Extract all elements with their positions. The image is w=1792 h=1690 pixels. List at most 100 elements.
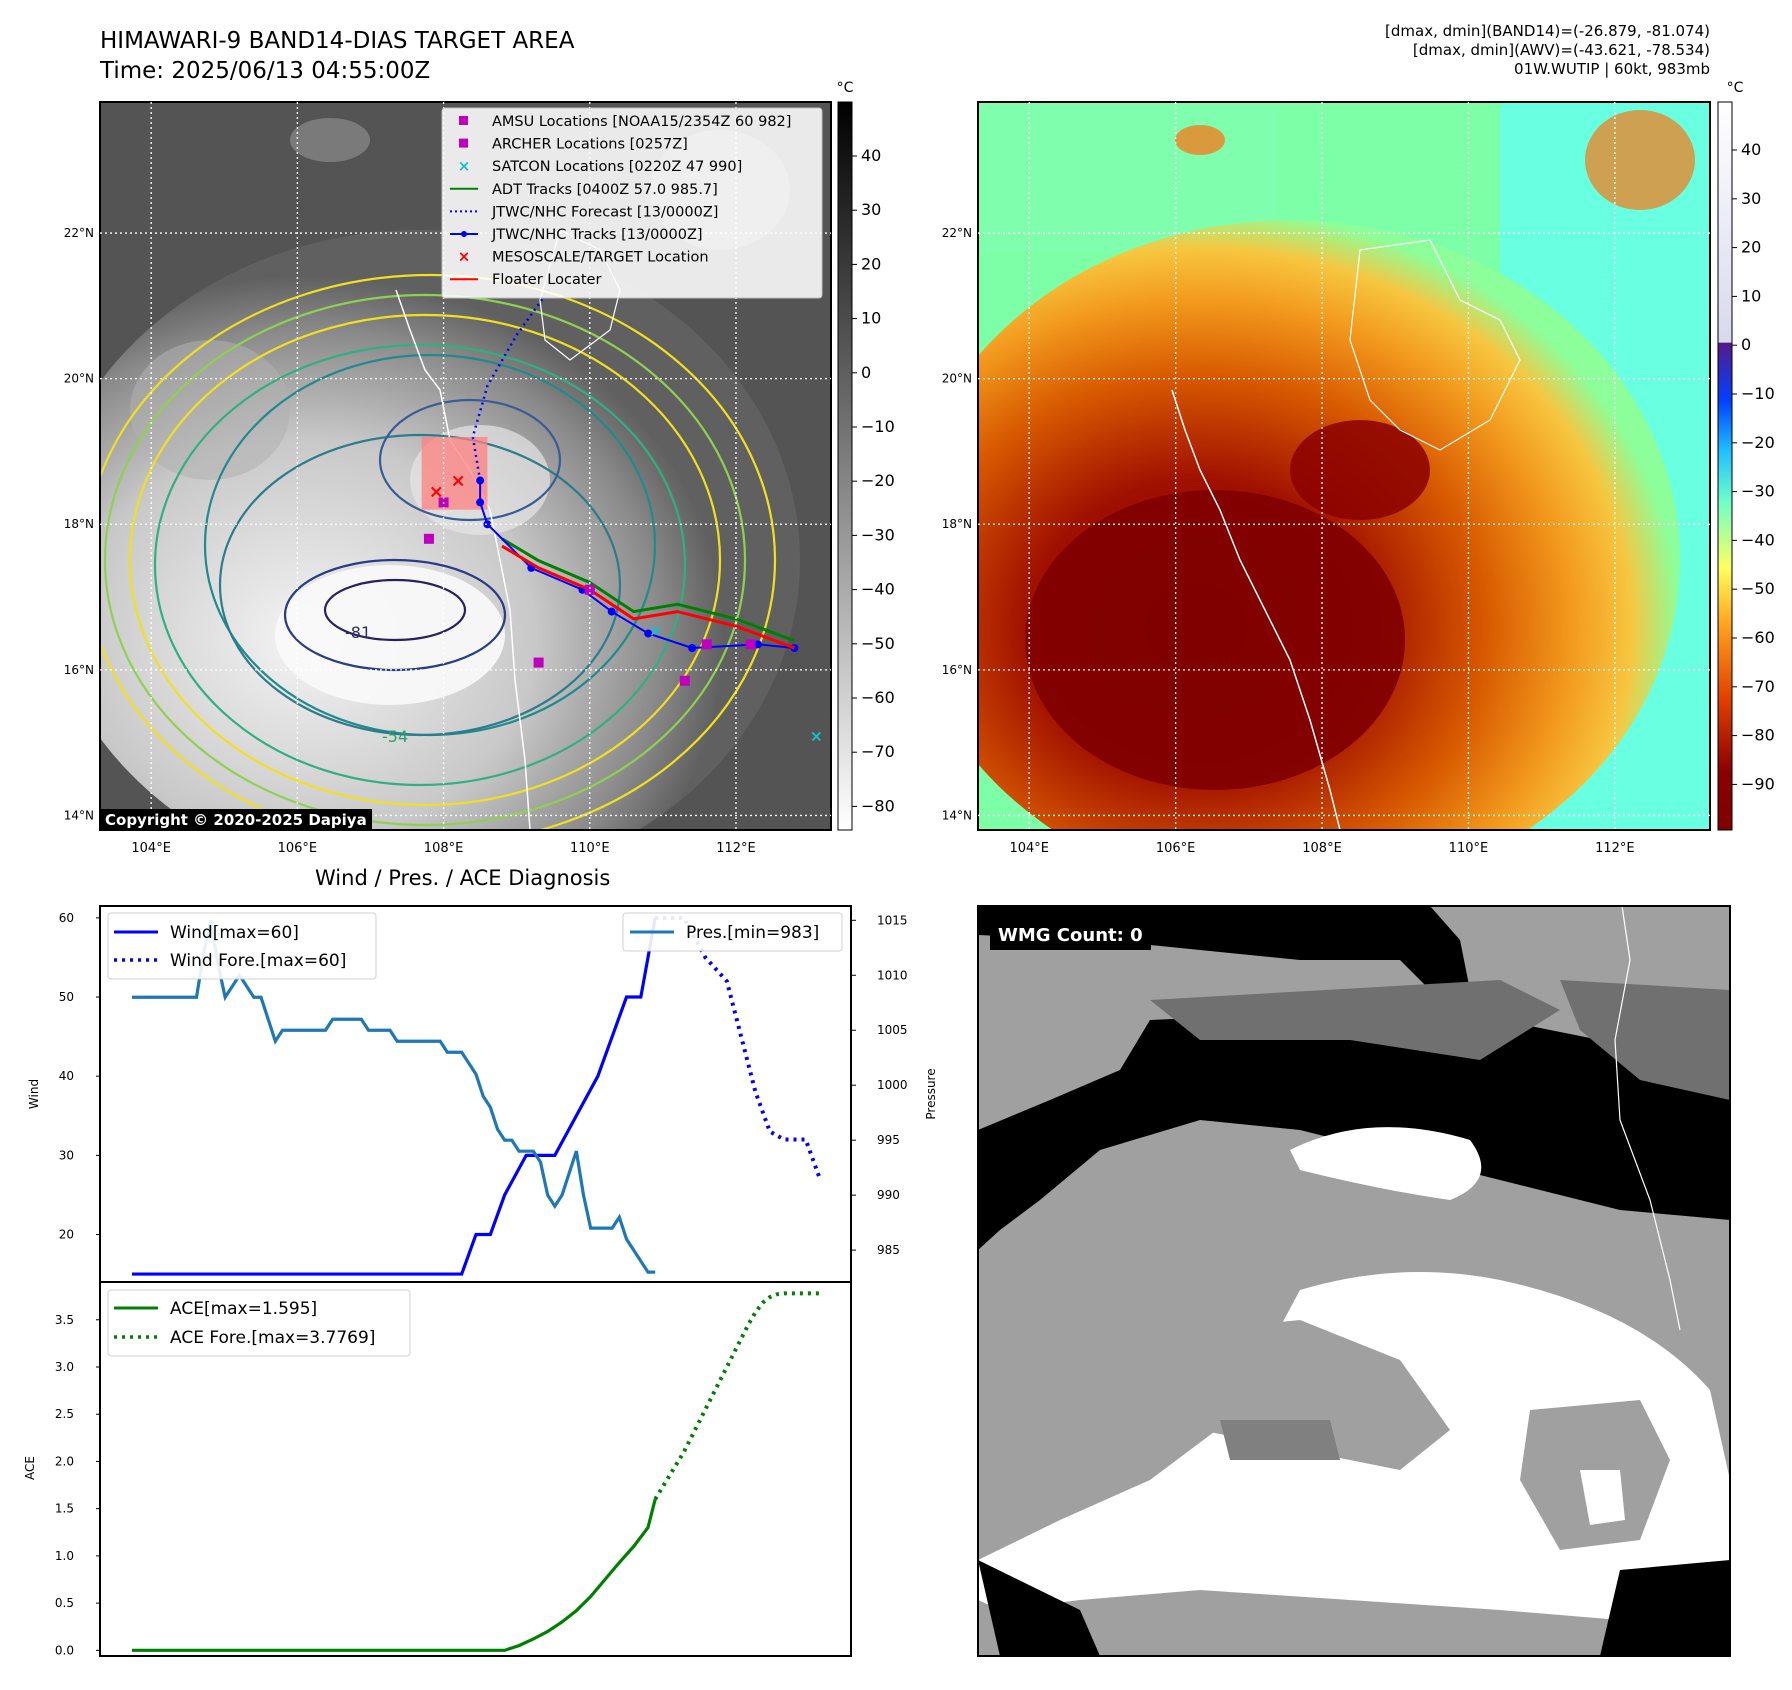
colorbar-tick-label: 20 <box>1741 238 1761 257</box>
jtwc-forecast-track <box>471 283 555 481</box>
lon-tick-label: 112°E <box>1595 841 1635 856</box>
colorbar-tick-label: 10 <box>1741 286 1761 305</box>
ace-chart: ACE 0.0 0.5 1.0 1.5 2.0 2.5 3.0 3.5 ACE[max=1.5… <box>23 1281 852 1657</box>
lon-tick-label: 106°E <box>1156 841 1196 856</box>
pressure-tick-label: 990 <box>877 1188 900 1202</box>
map-legend: AMSU Locations [NOAA15/2354Z 60 982] ARCH… <box>441 107 823 299</box>
wind-tick-label: 40 <box>59 1069 74 1083</box>
lat-tick-label: 20°N <box>942 372 972 386</box>
amsu-marker <box>679 675 690 686</box>
jtwc-track-point <box>688 644 697 652</box>
jtwc-track-point <box>644 629 653 638</box>
jtwc-track-point <box>483 520 492 529</box>
pressure-tick-label: 1000 <box>877 1078 908 1092</box>
wind-pressure-chart: Wind Pressure 20 30 40 50 60 985 990 995 1000 100… <box>27 905 938 1283</box>
copyright-badge: Copyright © 2020-2025 Dapiya <box>100 809 372 831</box>
legend-ace-fore-label: ACE Fore.[max=3.7769] <box>170 1328 375 1348</box>
colorbar-tick-label: 40 <box>861 146 881 165</box>
legend-label: Floater Locater <box>492 272 601 288</box>
pressure-axis-label: Pressure <box>924 1068 938 1119</box>
jtwc-track-point <box>476 498 485 507</box>
legend-label: ARCHER Locations [0257Z] <box>492 137 688 153</box>
satcon-marker: × <box>649 621 662 640</box>
lat-tick-label: 22°N <box>64 226 94 240</box>
wind-legend: Wind[max=60] Wind Fore.[max=60] Pres.[mi… <box>107 912 843 980</box>
jtwc-track <box>479 480 795 650</box>
amsu-marker <box>423 533 434 544</box>
legend-square-icon <box>459 138 468 148</box>
colorbar-tick-label: −30 <box>1741 482 1775 501</box>
amsu-marker <box>701 639 712 650</box>
colorbar-tick-label: −40 <box>1741 530 1775 549</box>
ace-axis-label: ACE <box>23 1456 37 1480</box>
legend-x-icon: × <box>458 248 471 266</box>
ace-tick-label: 0.0 <box>55 1643 74 1657</box>
legend-item: × MESOSCALE/TARGET Location <box>458 248 709 266</box>
lon-tick-label: 104°E <box>1009 841 1049 856</box>
legend-item: JTWC/NHC Forecast [13/0000Z] <box>450 204 718 220</box>
lat-tick-label: 16°N <box>64 663 94 677</box>
pressure-tick-label: 1005 <box>877 1023 908 1037</box>
legend-label: JTWC/NHC Forecast [13/0000Z] <box>491 204 718 220</box>
wind-tick-label: 20 <box>59 1228 74 1242</box>
amsu-marker <box>584 584 595 595</box>
colorbar-tick-label: −70 <box>861 742 895 761</box>
ace-tick-label: 2.0 <box>55 1454 74 1468</box>
floater-track <box>501 544 795 650</box>
legend-x-icon: × <box>458 157 471 175</box>
lon-tick-label: 106°E <box>278 841 318 856</box>
left-map-frame <box>99 101 832 831</box>
ace-tick-label: 3.5 <box>55 1313 74 1327</box>
legend-item: ARCHER Locations [0257Z] <box>459 137 688 153</box>
lon-tick-label: 110°E <box>570 841 610 856</box>
colorbar-tick-label: −30 <box>861 525 895 544</box>
figure-time: Time: 2025/06/13 04:55:00Z <box>100 58 431 84</box>
pressure-tick-label: 1015 <box>877 913 908 927</box>
legend-label: MESOSCALE/TARGET Location <box>492 250 709 266</box>
right-colorbar <box>1717 101 1733 831</box>
colorbar-tick-label: 20 <box>861 254 881 273</box>
colorbar-tick-label: −80 <box>861 796 895 815</box>
lat-tick-label: 18°N <box>64 517 94 531</box>
diagnosis-title: Wind / Pres. / ACE Diagnosis <box>315 866 611 890</box>
colorbar-tick-label: −40 <box>861 580 895 599</box>
lat-tick-label: 20°N <box>64 372 94 386</box>
legend-label: SATCON Locations [0220Z 47 990] <box>492 159 742 175</box>
colorbar-tick-label: −10 <box>1741 384 1775 403</box>
left-colorbar-unit: °C <box>837 80 854 96</box>
lon-tick-label: 110°E <box>1449 841 1489 856</box>
amsu-marker <box>533 657 544 668</box>
legend-label: AMSU Locations [NOAA15/2354Z 60 982] <box>492 114 791 130</box>
colorbar-tick-label: −50 <box>861 634 895 653</box>
colorbar-tick-label: −80 <box>1741 726 1775 745</box>
wmg-frame <box>977 905 1731 1657</box>
ace-tick-label: 1.5 <box>55 1502 74 1516</box>
colorbar-tick-label: −90 <box>1741 774 1775 793</box>
colorbar-tick-label: −20 <box>1741 433 1775 452</box>
legend-item: ADT Tracks [0400Z 57.0 985.7] <box>450 182 718 198</box>
legend-ace-label: ACE[max=1.595] <box>170 1299 317 1319</box>
colorbar-tick-label: 10 <box>861 309 881 328</box>
wind-axis-label: Wind <box>27 1079 41 1109</box>
legend-label: ADT Tracks [0400Z 57.0 985.7] <box>492 182 718 198</box>
amsu-marker <box>745 639 756 650</box>
wind-tick-label: 50 <box>59 990 74 1004</box>
lat-tick-label: 22°N <box>942 226 972 240</box>
colorbar-tick-label: −60 <box>1741 628 1775 647</box>
lon-tick-label: 108°E <box>1302 841 1342 856</box>
wind-tick-label: 60 <box>59 911 74 925</box>
stats-block: [dmax, dmin](BAND14)=(-26.879, -81.074) … <box>1385 22 1710 79</box>
legend-item: × SATCON Locations [0220Z 47 990] <box>458 157 743 175</box>
colorbar-tick-label: 0 <box>861 363 871 382</box>
legend-line-dot-icon <box>461 231 467 237</box>
band14-map: -81 -54 × × × × 104°E 106°E 108°E 110°E 112°E 22… <box>64 80 895 856</box>
legend-item: AMSU Locations [NOAA15/2354Z 60 982] <box>459 114 791 130</box>
ace-legend: ACE[max=1.595] ACE Fore.[max=3.7769] <box>107 1289 411 1357</box>
pressure-tick-label: 995 <box>877 1133 900 1147</box>
target-marker: × <box>429 481 444 502</box>
target-box <box>421 436 488 510</box>
coastline-right <box>1171 389 1341 830</box>
wind-tick-label: 30 <box>59 1148 74 1162</box>
pressure-tick-label: 985 <box>877 1243 900 1257</box>
